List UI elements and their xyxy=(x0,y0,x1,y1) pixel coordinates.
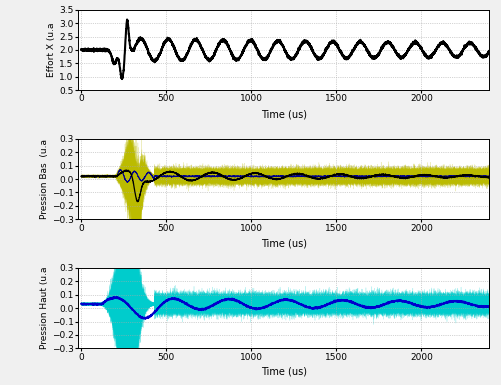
Y-axis label: Effort X (u.a: Effort X (u.a xyxy=(48,23,57,77)
X-axis label: Time (us): Time (us) xyxy=(260,110,306,120)
Y-axis label: Pression Bas  (u.a: Pression Bas (u.a xyxy=(40,139,49,219)
X-axis label: Time (us): Time (us) xyxy=(260,366,306,376)
X-axis label: Time (us): Time (us) xyxy=(260,239,306,249)
Y-axis label: Pression Haut (u.a: Pression Haut (u.a xyxy=(40,267,49,349)
